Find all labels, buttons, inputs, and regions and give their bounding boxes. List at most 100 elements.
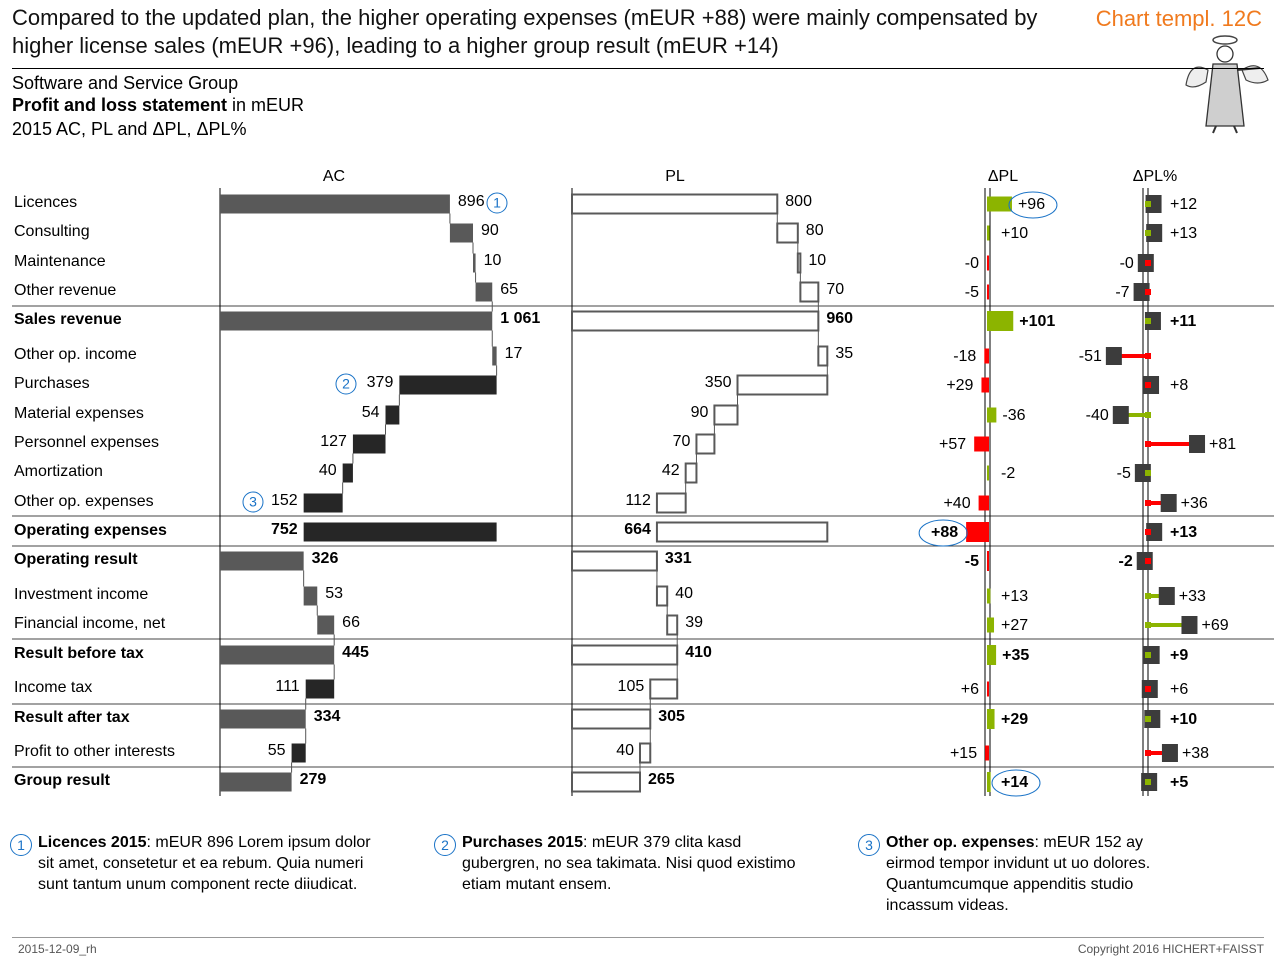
ac-callout-number: 1 [493, 195, 501, 211]
row-label: Sales revenue [14, 311, 122, 328]
dpct-dot [1145, 622, 1151, 628]
row-label: Other revenue [14, 282, 117, 299]
pl-value-label: 35 [835, 345, 853, 362]
ac-value-label: 65 [500, 281, 518, 298]
ac-bar [220, 709, 306, 729]
pl-bar [799, 281, 820, 303]
pl-value-label: 960 [826, 310, 853, 327]
ac-value-label: 445 [342, 644, 369, 661]
ac-value-label: 896 [458, 193, 485, 210]
row-label: Purchases [14, 375, 90, 392]
dpct-marker [1146, 523, 1163, 541]
dpct-dot [1145, 779, 1151, 785]
dpct-dot [1145, 230, 1151, 236]
dpct-marker [1133, 283, 1150, 301]
pl-value-label: 39 [685, 614, 703, 631]
ac-value-label: 111 [275, 678, 299, 695]
pl-bar [684, 462, 698, 484]
ac-bar [291, 743, 306, 763]
ac-bar [317, 615, 335, 635]
dpl-value-label: +29 [1001, 711, 1028, 728]
dpct-value-label: +81 [1209, 436, 1236, 453]
dpct-value-label: -51 [1079, 348, 1102, 365]
dpct-dot [1145, 470, 1151, 476]
footer-date: 2015-12-09_rh [18, 942, 97, 956]
dpct-value-label: +6 [1170, 681, 1188, 698]
ac-value-label: 334 [314, 708, 341, 725]
row-label: Investment income [14, 586, 149, 603]
footnote-2-marker: 2 [434, 834, 456, 856]
row-label: Income tax [14, 679, 93, 696]
subtitle-measure-bold: Profit and loss statement [12, 95, 228, 115]
dpl-bar [987, 465, 989, 481]
pl-value-label: 70 [673, 433, 691, 450]
footer-copyright: Copyright 2016 HICHERT+FAISST [1077, 942, 1264, 956]
footnote-3-title: Other op. expenses [886, 834, 1035, 851]
ac-value-label: 53 [325, 585, 343, 602]
dpl-bar [987, 551, 989, 571]
dpct-value-label: +8 [1170, 377, 1188, 394]
ac-bar [305, 679, 335, 699]
row-label: Group result [14, 772, 111, 789]
dpct-value-label: +13 [1170, 225, 1197, 242]
ac-bar [473, 253, 476, 273]
pl-bar [655, 585, 669, 607]
dpct-value-label: +69 [1201, 617, 1228, 634]
dpl-bar [987, 772, 991, 792]
pl-value-label: 40 [675, 585, 693, 602]
dpl-bar [987, 588, 991, 604]
dpl-value-label: +40 [943, 495, 970, 512]
dpl-value-label: +57 [939, 436, 966, 453]
ac-bar [220, 645, 335, 665]
dpl-value-label: -5 [965, 284, 979, 301]
ac-value-label: 90 [481, 222, 499, 239]
dpl-value-label: +14 [1001, 774, 1028, 791]
row-label: Result after tax [14, 709, 130, 726]
footnote-3-marker: 3 [858, 834, 880, 856]
pl-value-label: 42 [662, 462, 680, 479]
dpct-dot [1145, 652, 1151, 658]
angel-mascot-icon [1185, 35, 1269, 134]
dpct-value-label: -7 [1115, 284, 1129, 301]
column-header-2: PL [665, 168, 685, 185]
dpct-value-label: +13 [1170, 524, 1197, 541]
ac-bar [303, 493, 343, 513]
dpct-dot [1145, 558, 1151, 564]
dpct-value-label: +36 [1181, 495, 1208, 512]
dpl-bar [987, 645, 997, 665]
dpct-value-label: +9 [1170, 647, 1188, 664]
pl-statement-chart: AC PL ΔPL ΔPL% 896 90 10 65 1 061 17 379 54 127 40 152… [12, 168, 1274, 797]
pl-value-label: 305 [658, 708, 685, 725]
dpl-value-label: -18 [953, 348, 976, 365]
pl-bar [571, 310, 820, 332]
ac-bar [475, 282, 493, 302]
ac-value-label: 66 [342, 614, 360, 631]
footnote-2-body: : mEUR 379 clita kasd gubergren, no sea … [462, 834, 796, 893]
pl-bar [638, 742, 652, 764]
headline: Compared to the updated plan, the higher… [12, 5, 1038, 58]
dpct-marker [1134, 464, 1151, 482]
dpl-bar [987, 196, 1012, 212]
pl-bar [817, 345, 829, 367]
dpl-value-label: +13 [1001, 588, 1028, 605]
ac-bar [220, 551, 304, 571]
dpct-value-label: +33 [1179, 588, 1206, 605]
dpct-value-label: +5 [1170, 774, 1188, 791]
dpct-value-label: +10 [1170, 711, 1197, 728]
subtitle-measure: Profit and loss statement in mEUR [12, 95, 304, 116]
pl-bar [666, 614, 679, 636]
dpl-bar [987, 311, 1014, 331]
dpct-value-label: +38 [1182, 745, 1209, 762]
pl-value-label: 664 [624, 521, 651, 538]
pl-value-label: 410 [685, 644, 712, 661]
dpct-dot [1145, 353, 1151, 359]
ac-bar [220, 194, 450, 214]
dpct-marker [1158, 587, 1175, 605]
row-label: Consulting [14, 223, 90, 240]
dpct-marker [1181, 616, 1198, 634]
ac-callout-circle [242, 491, 264, 513]
dpct-dot [1145, 441, 1151, 447]
pl-value-label: 90 [691, 404, 709, 421]
dpl-bar [987, 709, 995, 729]
dpct-dot [1145, 412, 1151, 418]
